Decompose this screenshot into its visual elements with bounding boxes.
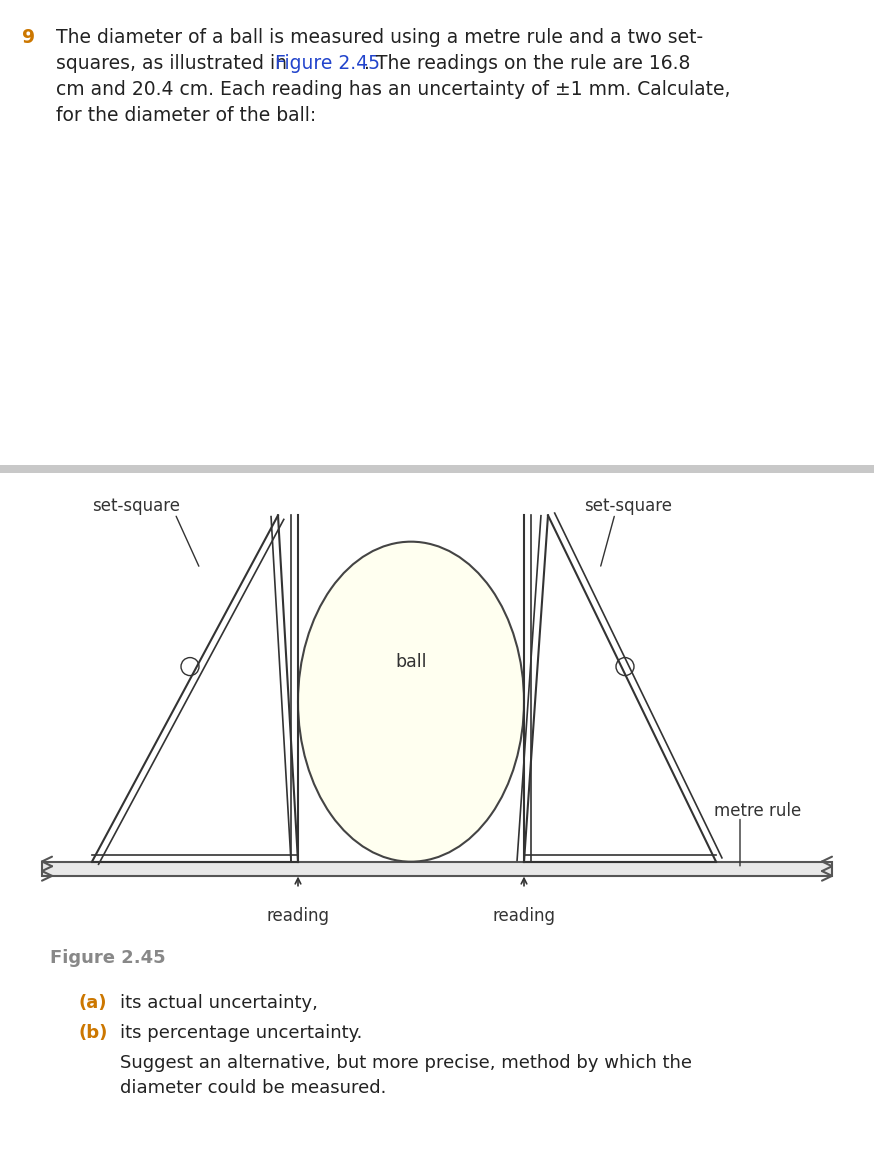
Bar	[0, 465, 874, 472]
Text: metre rule: metre rule	[714, 802, 801, 820]
Text: Figure 2.45: Figure 2.45	[50, 949, 166, 967]
Text: Figure 2.45: Figure 2.45	[274, 54, 379, 73]
Text: set-square: set-square	[584, 497, 672, 514]
Text: . The readings on the rule are 16.8: . The readings on the rule are 16.8	[364, 54, 690, 73]
Ellipse shape	[298, 542, 524, 862]
Text: squares, as illustrated in: squares, as illustrated in	[56, 54, 293, 73]
Text: ball: ball	[395, 653, 427, 670]
Text: its percentage uncertainty.: its percentage uncertainty.	[120, 1024, 363, 1041]
Text: its actual uncertainty,: its actual uncertainty,	[120, 993, 318, 1012]
Text: reading: reading	[493, 907, 556, 925]
Text: (a): (a)	[78, 993, 107, 1012]
Text: Suggest an alternative, but more precise, method by which the
diameter could be : Suggest an alternative, but more precise…	[120, 1054, 692, 1097]
Text: reading: reading	[267, 907, 329, 925]
Bar	[42, 862, 832, 876]
Text: (b): (b)	[78, 1024, 108, 1041]
Text: set-square: set-square	[92, 497, 180, 514]
Text: The diameter of a ball is measured using a metre rule and a two set-: The diameter of a ball is measured using…	[56, 28, 703, 47]
Text: cm and 20.4 cm. Each reading has an uncertainty of ±1 mm. Calculate,: cm and 20.4 cm. Each reading has an unce…	[56, 80, 731, 99]
Text: for the diameter of the ball:: for the diameter of the ball:	[56, 106, 316, 125]
Text: 9: 9	[22, 28, 35, 47]
